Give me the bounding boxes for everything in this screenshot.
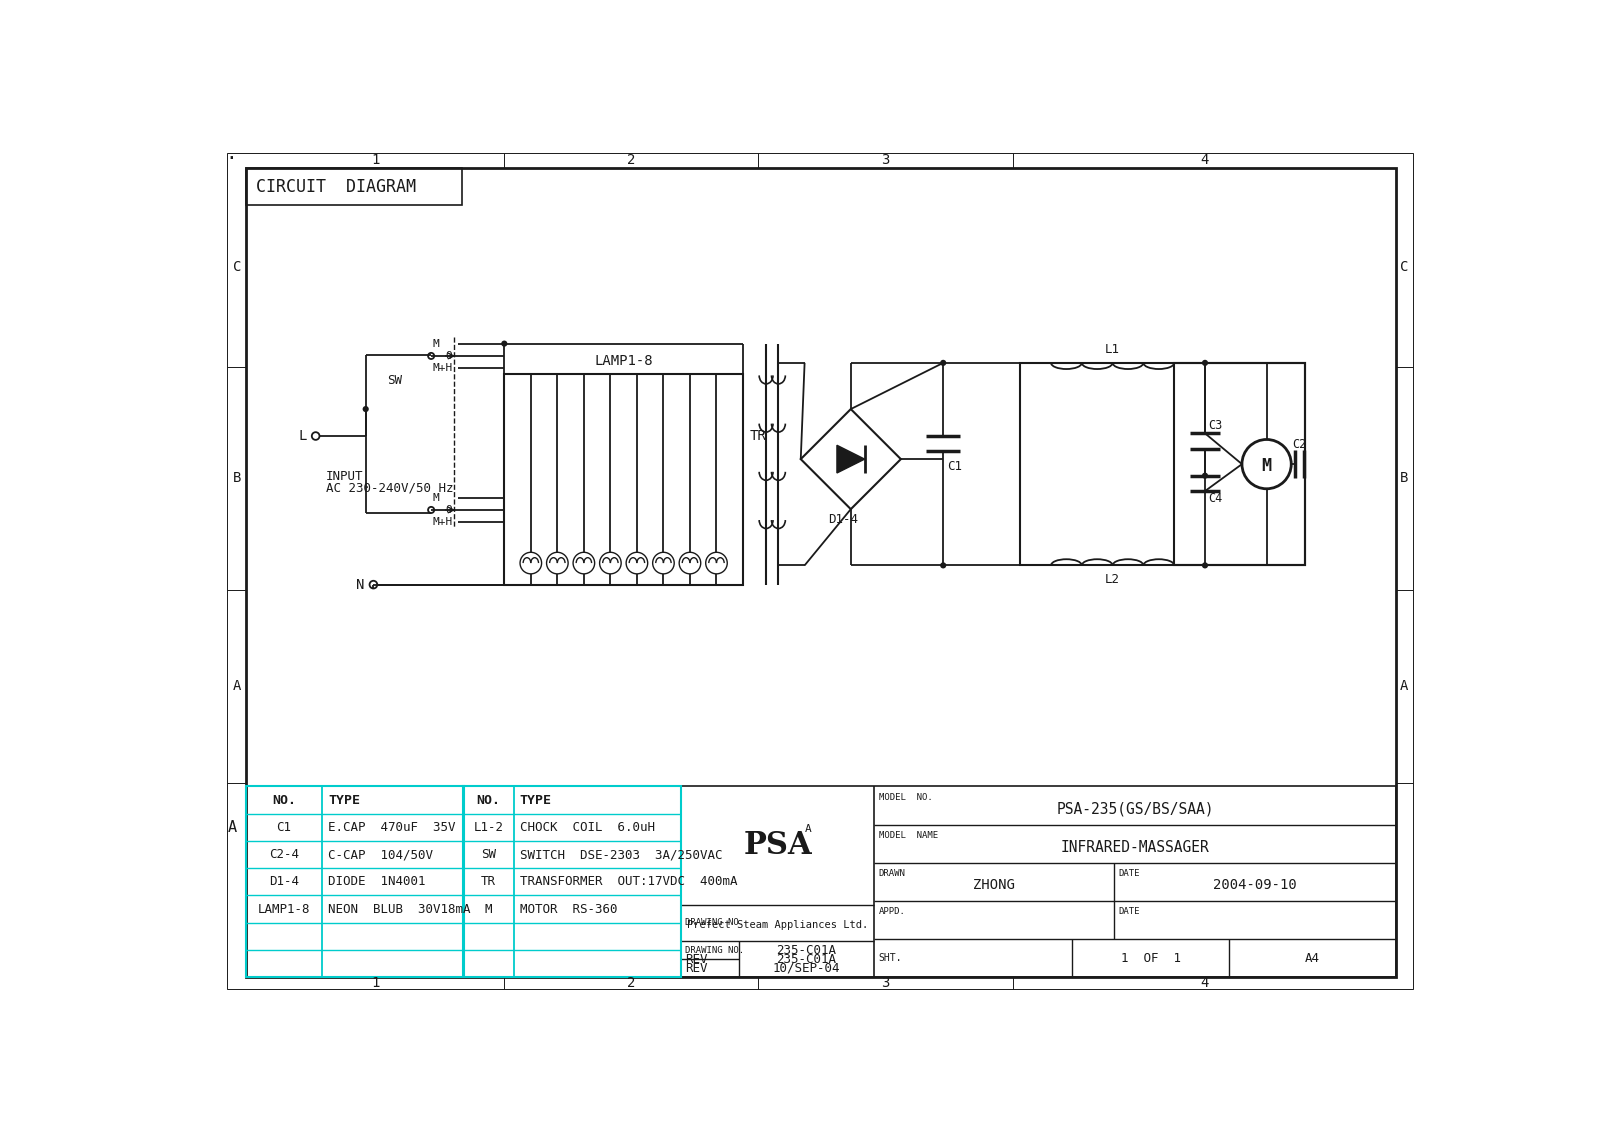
Text: 1  OF  1: 1 OF 1 <box>1120 951 1181 965</box>
Circle shape <box>1202 360 1208 366</box>
Text: TYPE: TYPE <box>328 794 360 806</box>
Text: PSA: PSA <box>744 830 811 861</box>
Text: 235-C01A: 235-C01A <box>776 952 837 966</box>
Text: APPD.: APPD. <box>878 907 906 916</box>
Text: M: M <box>485 903 493 916</box>
Text: O: O <box>445 504 451 515</box>
Bar <box>682 786 1395 977</box>
Circle shape <box>1242 440 1291 489</box>
Circle shape <box>1202 473 1208 478</box>
Text: M+H: M+H <box>432 517 453 527</box>
Text: INFRARED-MASSAGER: INFRARED-MASSAGER <box>1061 840 1210 855</box>
Text: TR: TR <box>482 875 496 888</box>
Text: A: A <box>227 820 237 835</box>
Text: MODEL  NO.: MODEL NO. <box>878 793 933 802</box>
Text: A: A <box>805 823 811 834</box>
Text: DRAWING NO.: DRAWING NO. <box>685 946 744 955</box>
Text: C4: C4 <box>1208 492 1222 506</box>
Text: A4: A4 <box>1306 951 1320 965</box>
Text: ·: · <box>226 149 237 169</box>
Bar <box>1174 363 1306 566</box>
Text: DIODE  1N4001: DIODE 1N4001 <box>328 875 426 888</box>
Text: D1-4: D1-4 <box>269 875 299 888</box>
Bar <box>246 169 462 205</box>
Text: AC 230-240V/50 Hz: AC 230-240V/50 Hz <box>326 482 453 495</box>
Text: DRAWING NO.: DRAWING NO. <box>685 918 744 927</box>
Text: C1: C1 <box>947 460 962 473</box>
Text: 3: 3 <box>882 976 890 990</box>
Text: B: B <box>1400 472 1408 485</box>
Text: 1: 1 <box>371 154 379 167</box>
Circle shape <box>941 360 946 366</box>
Bar <box>1021 363 1306 566</box>
Text: INPUT: INPUT <box>326 469 363 483</box>
Text: SW: SW <box>387 374 403 387</box>
Text: C-CAP  104/50V: C-CAP 104/50V <box>328 848 434 861</box>
Text: LAMP1-8: LAMP1-8 <box>258 903 310 916</box>
Text: TYPE: TYPE <box>520 794 552 806</box>
Text: Prefect Steam Appliances Ltd.: Prefect Steam Appliances Ltd. <box>686 921 869 930</box>
Text: C2: C2 <box>1293 438 1307 450</box>
Text: 10/SEP-04: 10/SEP-04 <box>773 961 840 975</box>
Text: NO.: NO. <box>477 794 501 806</box>
Text: M+H: M+H <box>432 363 453 373</box>
Text: LAMP1-8: LAMP1-8 <box>594 354 653 368</box>
Text: L2: L2 <box>1106 572 1120 586</box>
Text: MOTOR  RS-360: MOTOR RS-360 <box>520 903 618 916</box>
Text: REV: REV <box>685 961 707 975</box>
Text: C: C <box>232 260 242 275</box>
Text: 1: 1 <box>371 976 379 990</box>
Polygon shape <box>837 446 864 473</box>
Bar <box>246 786 464 977</box>
Text: MODEL  NAME: MODEL NAME <box>878 831 938 839</box>
Text: L: L <box>298 429 307 443</box>
Text: O: O <box>445 351 451 361</box>
Text: 2: 2 <box>627 154 635 167</box>
Text: REV: REV <box>685 952 707 966</box>
Text: PSA-235(GS/BS/SAA): PSA-235(GS/BS/SAA) <box>1056 802 1214 817</box>
Text: DATE: DATE <box>1118 869 1141 878</box>
Text: CHOCK  COIL  6.0uH: CHOCK COIL 6.0uH <box>520 821 654 834</box>
Text: DATE: DATE <box>1118 907 1141 916</box>
Circle shape <box>363 406 368 412</box>
Text: M: M <box>432 338 440 348</box>
Text: M: M <box>1262 457 1272 475</box>
Text: DRAWN: DRAWN <box>878 869 906 878</box>
Circle shape <box>501 340 507 347</box>
Text: C2-4: C2-4 <box>269 848 299 861</box>
Text: A: A <box>1400 680 1408 693</box>
Text: SW: SW <box>482 848 496 861</box>
Text: 3: 3 <box>882 154 890 167</box>
Text: SHT.: SHT. <box>878 953 902 964</box>
Text: 235-C01A: 235-C01A <box>776 943 837 957</box>
Text: C3: C3 <box>1208 420 1222 432</box>
Text: E.CAP  470uF  35V: E.CAP 470uF 35V <box>328 821 456 834</box>
Bar <box>464 786 682 977</box>
Text: A: A <box>232 680 242 693</box>
Text: TRANSFORMER  OUT:17VDC  400mA: TRANSFORMER OUT:17VDC 400mA <box>520 875 738 888</box>
Text: 2: 2 <box>627 976 635 990</box>
Circle shape <box>1202 562 1208 569</box>
Text: B: B <box>232 472 242 485</box>
Text: TR: TR <box>749 429 766 443</box>
Text: M: M <box>432 493 440 502</box>
Text: NO.: NO. <box>272 794 296 806</box>
Text: ZHONG: ZHONG <box>973 878 1014 892</box>
Text: CIRCUIT  DIAGRAM: CIRCUIT DIAGRAM <box>256 178 416 196</box>
Text: L1: L1 <box>1106 343 1120 355</box>
Bar <box>504 374 742 585</box>
Text: 2004-09-10: 2004-09-10 <box>1213 878 1298 892</box>
Text: L1-2: L1-2 <box>474 821 504 834</box>
Text: NEON  BLUB  30V18mA: NEON BLUB 30V18mA <box>328 903 470 916</box>
Text: 4: 4 <box>1200 154 1208 167</box>
Circle shape <box>941 562 946 569</box>
Text: 4: 4 <box>1200 976 1208 990</box>
Text: C: C <box>1400 260 1408 275</box>
Text: D1-4: D1-4 <box>829 513 858 526</box>
Text: SWITCH  DSE-2303  3A/250VAC: SWITCH DSE-2303 3A/250VAC <box>520 848 722 861</box>
Text: C1: C1 <box>277 821 291 834</box>
Text: N: N <box>355 578 365 592</box>
